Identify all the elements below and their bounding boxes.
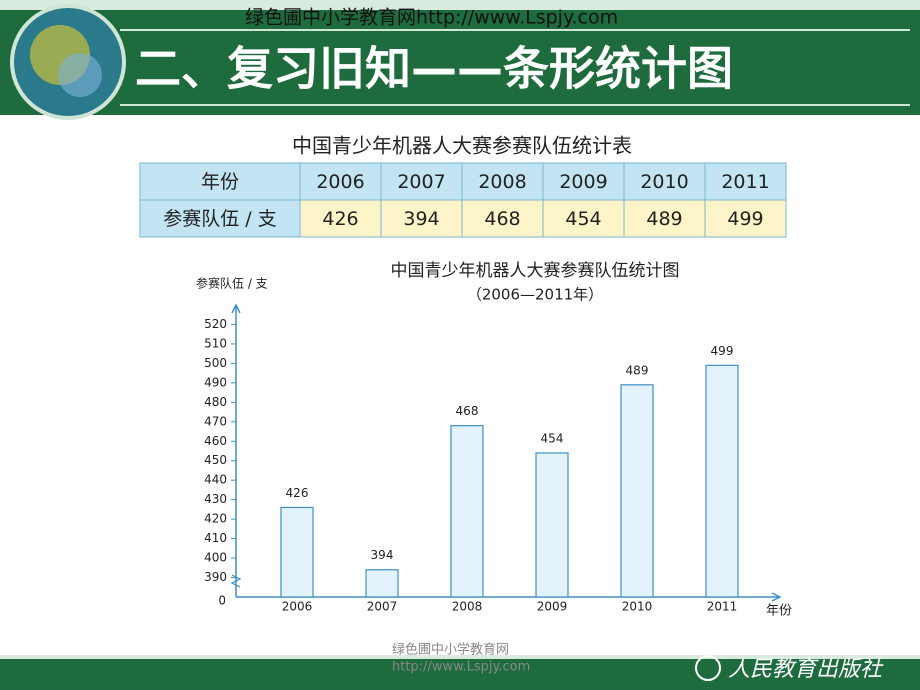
table-cell bbox=[704, 199, 787, 238]
table-text: 2009 bbox=[559, 171, 607, 193]
x-tick-label: 2011 bbox=[707, 600, 738, 614]
y-tick-label: 420 bbox=[204, 512, 227, 526]
y-tick-label: 460 bbox=[204, 434, 227, 448]
y-tick-label: 430 bbox=[204, 492, 227, 506]
table-title: 中国青少年机器人大赛参赛队伍统计表 bbox=[292, 134, 632, 158]
x-tick-label: 2006 bbox=[282, 600, 313, 614]
y-axis-arrow bbox=[231, 303, 241, 314]
table-cell bbox=[299, 162, 382, 201]
bar bbox=[705, 364, 739, 598]
table-cell bbox=[623, 162, 706, 201]
data-label: 499 bbox=[711, 344, 734, 358]
bar bbox=[280, 506, 314, 598]
y-tick-label: 490 bbox=[204, 375, 227, 389]
y-tick-label: 510 bbox=[204, 336, 227, 350]
y-tick-label: 390 bbox=[204, 570, 227, 584]
footer-stripe bbox=[0, 655, 920, 659]
publisher: 人民教育出版社 bbox=[728, 657, 884, 682]
table-cell bbox=[623, 199, 706, 238]
x-tick-label: 2010 bbox=[622, 600, 653, 614]
data-label: 426 bbox=[286, 486, 309, 500]
table-text: 454 bbox=[565, 208, 601, 230]
table-text: 年份 bbox=[201, 171, 239, 193]
x-tick-label: 2007 bbox=[367, 600, 398, 614]
axis-break bbox=[230, 574, 242, 588]
footer-url: http://www.Lspjy.com bbox=[392, 660, 530, 675]
table-text: 参赛队伍 / 支 bbox=[163, 208, 276, 230]
y-tick-label: 470 bbox=[204, 414, 227, 428]
x-tick-label: 2008 bbox=[452, 600, 483, 614]
logo-detail bbox=[58, 53, 102, 97]
y-tick-label: 440 bbox=[204, 473, 227, 487]
table-cell bbox=[704, 162, 787, 201]
bar bbox=[365, 569, 399, 598]
bar bbox=[535, 452, 569, 598]
x-tick-label: 2009 bbox=[537, 600, 568, 614]
x-axis-label: 年份 bbox=[766, 604, 792, 619]
table-text: 489 bbox=[646, 208, 682, 230]
y-origin-label: 0 bbox=[218, 594, 226, 608]
chart-title: 中国青少年机器人大赛参赛队伍统计图 bbox=[391, 260, 680, 281]
table-cell bbox=[461, 162, 544, 201]
y-tick-label: 480 bbox=[204, 395, 227, 409]
x-axis-arrow bbox=[771, 592, 782, 602]
bar bbox=[620, 384, 654, 598]
table-text: 394 bbox=[403, 208, 439, 230]
y-tick-label: 500 bbox=[204, 356, 227, 370]
table-cell bbox=[139, 199, 301, 238]
data-label: 468 bbox=[456, 404, 479, 418]
footer-band bbox=[0, 655, 920, 690]
table-text: 2008 bbox=[478, 171, 526, 193]
table-text: 2007 bbox=[397, 171, 445, 193]
data-label: 489 bbox=[626, 363, 649, 377]
table-cell bbox=[461, 199, 544, 238]
header-band bbox=[0, 0, 920, 115]
y-tick-label: 410 bbox=[204, 531, 227, 545]
footer-watermark: 绿色圃中小学教育网 bbox=[392, 642, 509, 658]
table-text: 499 bbox=[727, 208, 763, 230]
table: 年份 2006 2007 2008 2009 2010 2011 参赛队伍 / 支 426 394… bbox=[139, 162, 787, 238]
y-tick-label: 450 bbox=[204, 453, 227, 467]
table-cell bbox=[542, 162, 625, 201]
chart: 中国青少年机器人大赛参赛队伍统计图 （2006—2011年） 参赛队伍 / 支年份 0… bbox=[196, 260, 792, 619]
slide-title: 二、复习旧知——条形统计图 bbox=[135, 42, 733, 96]
data-label: 454 bbox=[541, 431, 564, 445]
table-cell bbox=[299, 199, 382, 238]
chart-subtitle: （2006—2011年） bbox=[467, 286, 603, 304]
table-cell bbox=[542, 199, 625, 238]
table-text: 2010 bbox=[640, 171, 688, 193]
y-axis-label: 参赛队伍 / 支 bbox=[196, 276, 268, 291]
table-cell bbox=[380, 199, 463, 238]
table-text: 426 bbox=[322, 208, 358, 230]
table-text: 2011 bbox=[721, 171, 769, 193]
y-tick-label: 520 bbox=[204, 317, 227, 331]
bar bbox=[450, 425, 484, 598]
data-label: 394 bbox=[371, 548, 394, 562]
header-stripe bbox=[0, 0, 920, 10]
table-text: 2006 bbox=[316, 171, 364, 193]
table-text: 468 bbox=[484, 208, 520, 230]
watermark: 绿色圃中小学教育网http://www.Lspjy.com bbox=[245, 7, 618, 29]
y-tick-label: 400 bbox=[204, 551, 227, 565]
publisher-logo bbox=[695, 655, 721, 681]
